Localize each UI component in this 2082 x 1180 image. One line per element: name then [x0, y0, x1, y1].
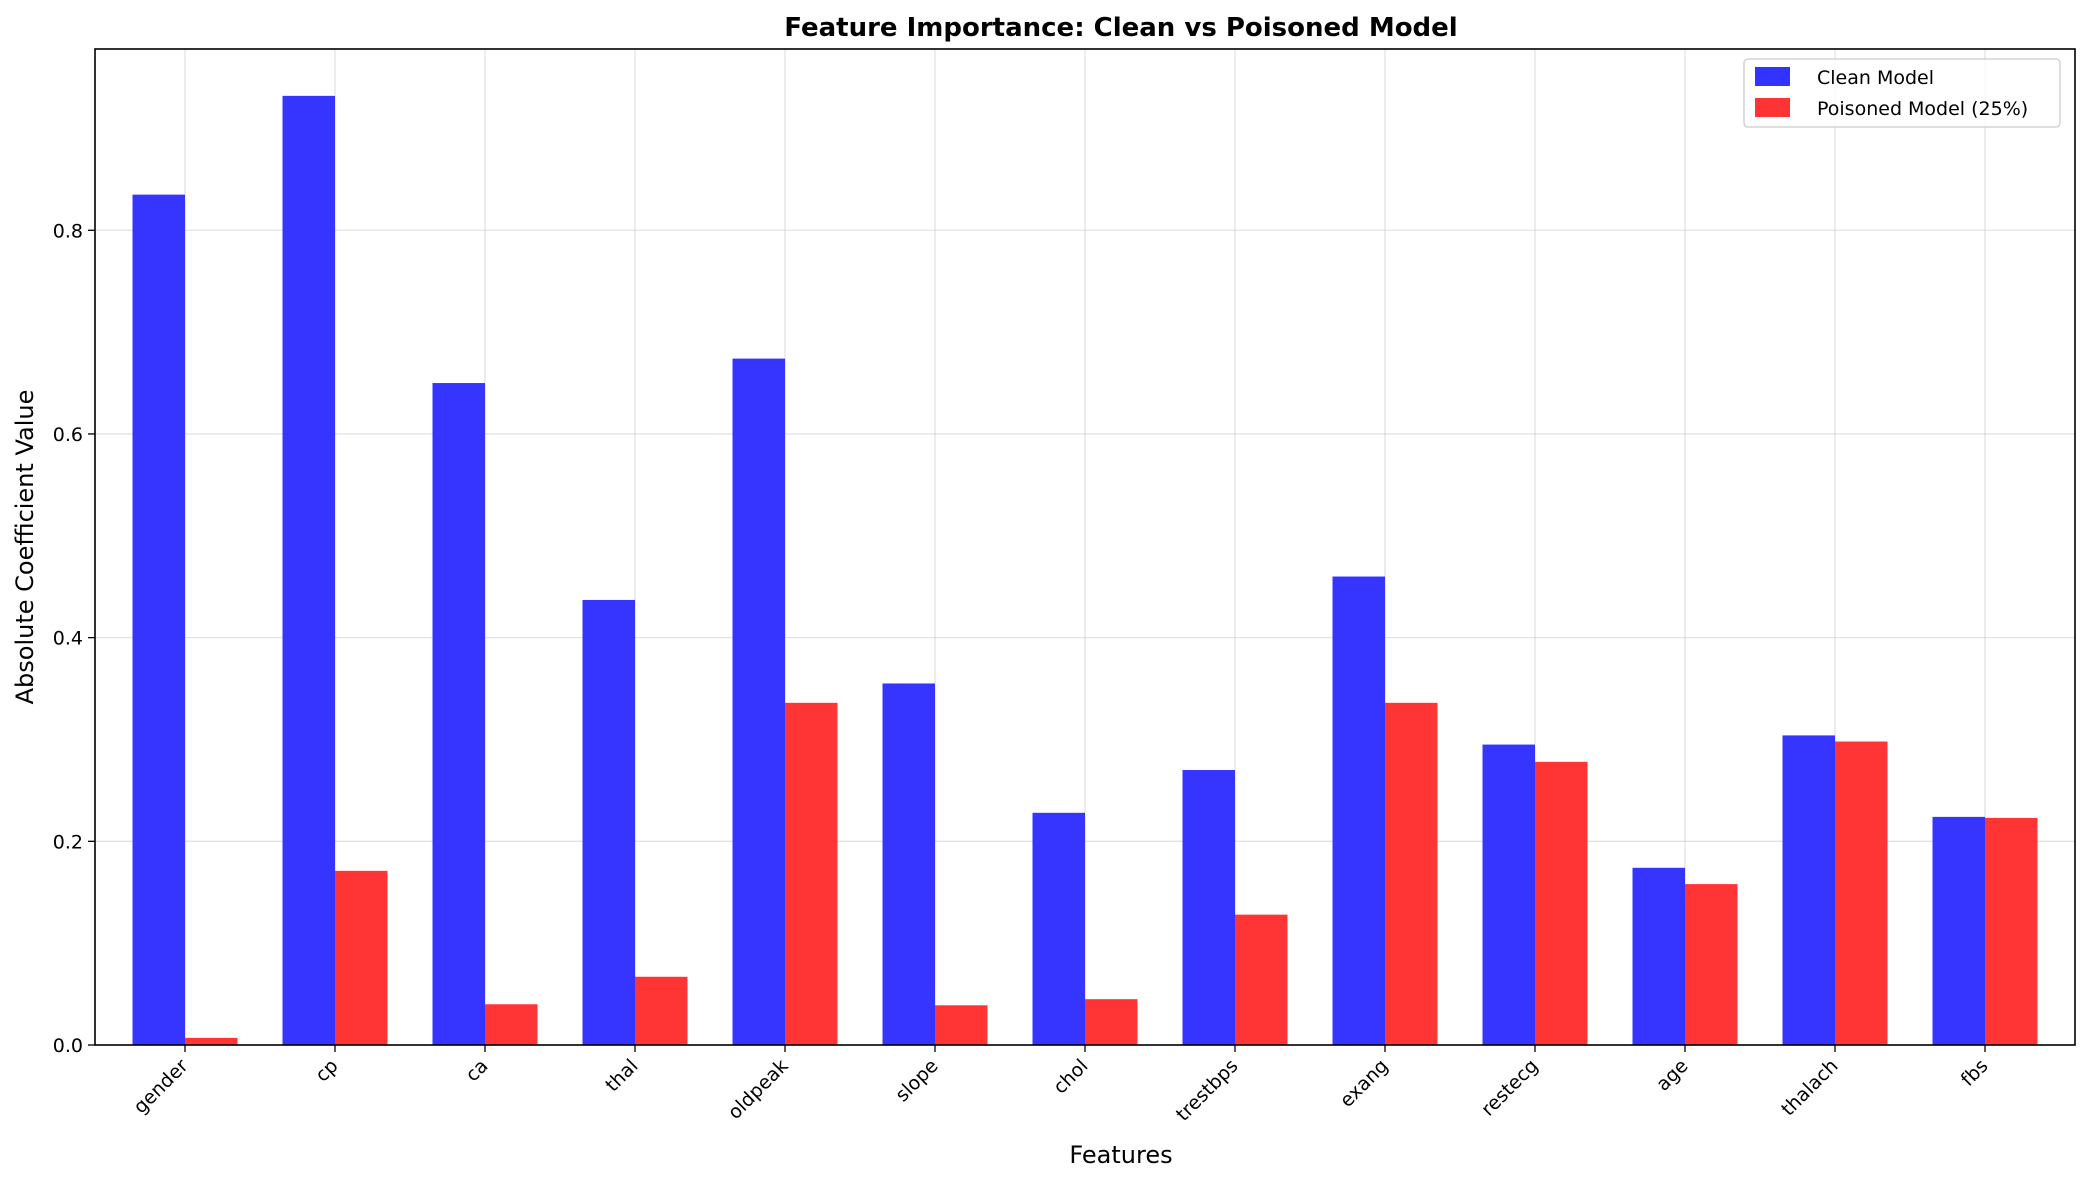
y-tick-label: 0.0 — [53, 1035, 83, 1057]
bar-poisoned-age — [1685, 884, 1738, 1045]
bar-poisoned-exang — [1385, 702, 1438, 1045]
x-tick-label-ca: ca — [461, 1055, 492, 1086]
bar-poisoned-thalach — [1835, 741, 1888, 1045]
bar-poisoned-ca — [485, 1004, 538, 1045]
bar-clean-gender — [132, 194, 185, 1045]
x-tick-label-chol: chol — [1049, 1055, 1092, 1098]
bar-clean-cp — [282, 95, 335, 1046]
x-tick-label-thal: thal — [601, 1055, 642, 1096]
bars — [132, 95, 2038, 1046]
y-tick-label: 0.4 — [53, 628, 83, 650]
y-tick-label: 0.8 — [53, 220, 83, 242]
bar-poisoned-gender — [185, 1037, 238, 1045]
bar-poisoned-oldpeak — [785, 702, 838, 1045]
bar-clean-thalach — [1782, 735, 1835, 1045]
x-tick-label-fbs: fbs — [1957, 1055, 1993, 1091]
legend-box — [1743, 58, 2061, 128]
bar-clean-slope — [882, 683, 935, 1045]
bar-clean-restecg — [1482, 744, 1535, 1045]
x-axis-label: Features — [1069, 1141, 1172, 1169]
chart-title: Feature Importance: Clean vs Poisoned Mo… — [784, 13, 1457, 43]
y-tick-label: 0.6 — [53, 424, 83, 446]
bar-poisoned-trestbps — [1235, 914, 1288, 1045]
bar-poisoned-fbs — [1985, 817, 2038, 1045]
bar-clean-exang — [1332, 576, 1385, 1045]
bar-poisoned-chol — [1085, 999, 1138, 1045]
x-tick-label-age: age — [1652, 1055, 1693, 1096]
legend-swatch-clean-model — [1755, 67, 1790, 86]
y-axis-label: Absolute Coefficient Value — [11, 390, 39, 705]
legend-swatch-poisoned-model — [1755, 98, 1790, 117]
bar-clean-fbs — [1932, 816, 1985, 1045]
bar-poisoned-cp — [335, 870, 388, 1045]
bar-clean-thal — [582, 599, 635, 1045]
bar-clean-oldpeak — [732, 358, 785, 1045]
x-tick-label-gender: gender — [129, 1055, 192, 1118]
bar-clean-ca — [432, 383, 485, 1045]
x-axis: gender cp ca thal oldpeak slope chol trestbps ex… — [129, 1045, 1993, 1126]
x-tick-label-thalach: thalach — [1777, 1055, 1842, 1120]
bar-clean-trestbps — [1182, 770, 1235, 1045]
bar-clean-chol — [1032, 812, 1085, 1045]
x-tick-label-restecg: restecg — [1477, 1055, 1543, 1121]
y-axis: 0.0 0.2 0.4 0.6 0.8 — [53, 220, 95, 1057]
legend-label-clean-model: Clean Model — [1817, 67, 1934, 89]
x-tick-label-oldpeak: oldpeak — [724, 1055, 793, 1124]
x-tick-label-exang: exang — [1336, 1055, 1393, 1112]
x-tick-label-cp: cp — [311, 1055, 342, 1086]
x-tick-label-slope: slope — [891, 1055, 942, 1106]
legend: Clean Model Poisoned Model (25%) — [1743, 58, 2061, 128]
legend-label-poisoned-model: Poisoned Model (25%) — [1817, 98, 2028, 120]
bar-poisoned-slope — [935, 1005, 988, 1045]
x-tick-label-trestbps: trestbps — [1172, 1055, 1243, 1126]
bar-poisoned-restecg — [1535, 761, 1588, 1045]
bar-poisoned-thal — [635, 976, 688, 1045]
bar-clean-age — [1632, 867, 1685, 1045]
y-tick-label: 0.2 — [53, 831, 83, 853]
